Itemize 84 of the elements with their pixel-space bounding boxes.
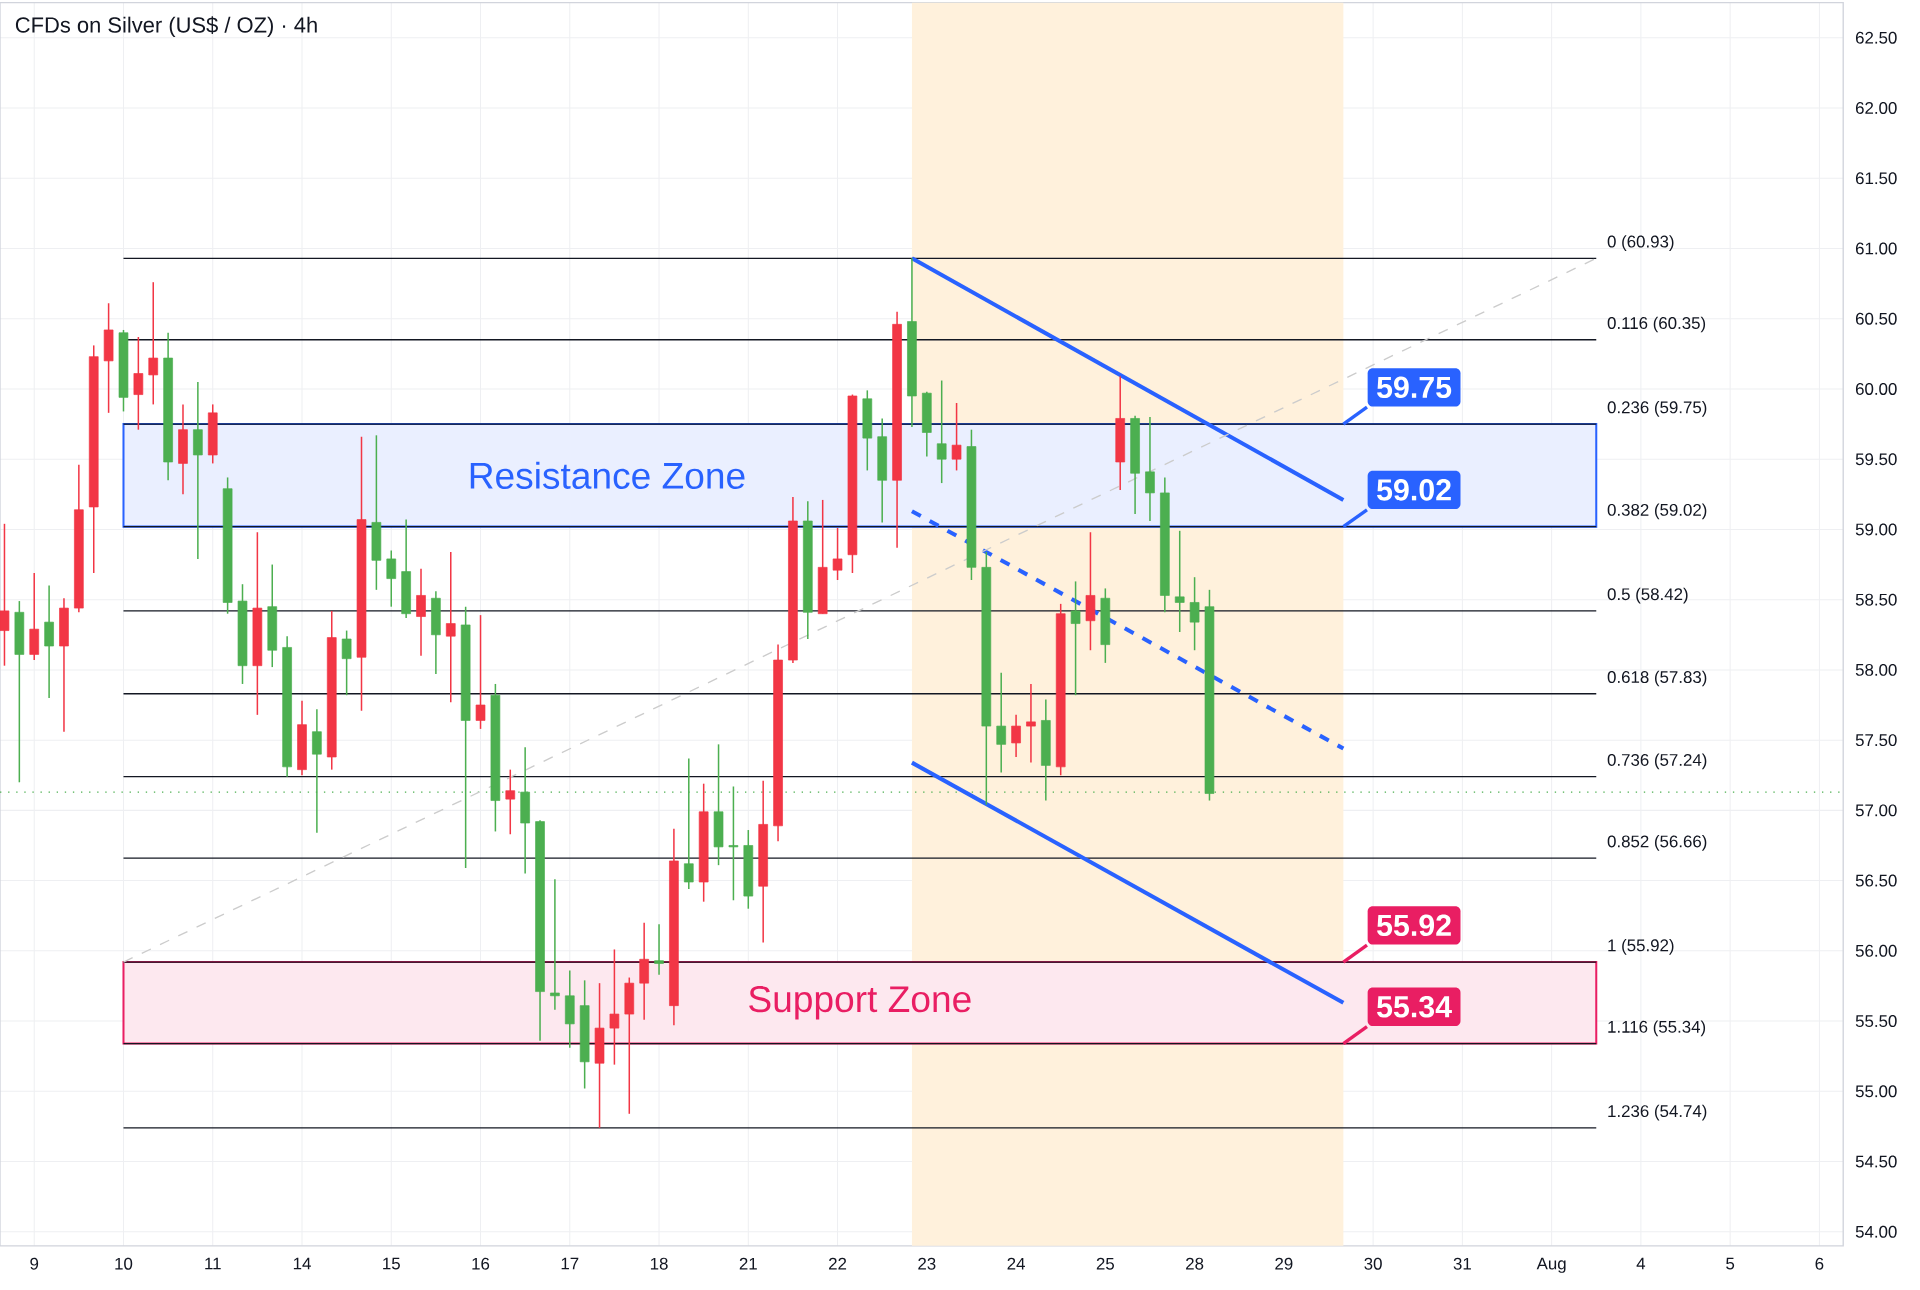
candlestick — [148, 281, 159, 406]
x-tick-label: 21 — [739, 1257, 757, 1270]
candlestick — [1189, 576, 1200, 651]
x-tick-label: 17 — [561, 1257, 579, 1270]
x-tick-label: 11 — [205, 1257, 221, 1270]
candlestick — [416, 567, 426, 657]
annotation: 55.92 — [1377, 914, 1451, 937]
x-tick-label: 30 — [1364, 1257, 1382, 1270]
candlestick — [445, 551, 456, 703]
candlestick — [654, 923, 664, 976]
y-tick-label: 58.00 — [1855, 663, 1897, 676]
x-tick-label: 18 — [650, 1257, 668, 1270]
ref-line-label: 0.116 (60.35) — [1607, 316, 1706, 333]
candlestick — [832, 527, 843, 581]
candlestick — [996, 671, 1007, 774]
y-tick-label: 58.50 — [1855, 593, 1897, 606]
annotation: 59.02 — [1377, 479, 1451, 501]
y-tick-label: 56.50 — [1855, 874, 1897, 887]
x-tick-label: 14 — [293, 1257, 311, 1270]
ref-line-label: 1.116 (55.34) — [1608, 1020, 1706, 1037]
ref-line-label: 0.236 (59.75) — [1607, 400, 1707, 417]
candlestick — [133, 336, 144, 431]
x-tick-label: 24 — [1007, 1257, 1025, 1270]
candlestick — [505, 768, 516, 836]
ref-line-label: 0 (60.93) — [1607, 235, 1674, 251]
y-tick-label: 60.50 — [1855, 312, 1897, 325]
ref-line-label: 0.618 (57.83) — [1607, 670, 1707, 687]
x-tick-label: 6 — [1815, 1257, 1824, 1270]
candlestick — [639, 921, 649, 1021]
x-tick-label: 29 — [1275, 1257, 1293, 1270]
x-tick-label: 25 — [1096, 1257, 1115, 1270]
ref-line-label: 0.736 (57.24) — [1607, 753, 1707, 770]
y-tick-label: 54.50 — [1855, 1155, 1897, 1168]
band-label: Resistance Zone — [470, 461, 745, 489]
candlestick — [386, 549, 397, 608]
candlestick — [44, 584, 54, 699]
x-tick-label: 16 — [472, 1257, 490, 1270]
candlestick — [683, 757, 694, 890]
ref-line-label: 1.236 (54.74) — [1608, 1104, 1707, 1121]
candlestick — [1145, 416, 1155, 522]
y-tick-label: 55.00 — [1855, 1085, 1897, 1098]
y-tick-label: 56.00 — [1855, 944, 1897, 957]
candlestick — [936, 379, 947, 484]
candlestick — [341, 629, 352, 696]
candlestick — [550, 878, 560, 1011]
annotation: 55.34 — [1377, 996, 1452, 1018]
band-label: Support Zone — [749, 986, 971, 1020]
y-tick-label: 54.00 — [1855, 1225, 1897, 1238]
y-tick-label: 62.50 — [1855, 31, 1897, 44]
ref-line-label: 1 (55.92) — [1608, 938, 1674, 955]
y-tick-label: 57.50 — [1855, 734, 1897, 747]
candlestick — [951, 402, 962, 472]
candlestick — [609, 948, 620, 1066]
candlestick — [0, 523, 10, 667]
y-tick-label: 57.00 — [1855, 804, 1897, 817]
candlestick — [312, 708, 322, 834]
y-tick-label: 60.00 — [1855, 382, 1897, 395]
x-tick-label: 5 — [1726, 1257, 1735, 1270]
candlestick — [1011, 714, 1021, 758]
x-tick-label: 22 — [829, 1257, 847, 1270]
x-tick-label: 23 — [918, 1257, 936, 1270]
x-tick-label: 10 — [115, 1257, 133, 1270]
ref-line-label: 0.382 (59.02) — [1607, 503, 1707, 520]
x-tick-label: 4 — [1636, 1257, 1646, 1270]
text: CFDs on Silver (US$ / OZ) · 4h — [15, 16, 317, 38]
x-tick-label: 31 — [1453, 1257, 1471, 1270]
x-tick-label: Aug — [1536, 1257, 1566, 1273]
y-tick-label: 55.50 — [1855, 1015, 1897, 1028]
candlestick — [728, 785, 739, 902]
y-tick-label: 62.00 — [1855, 102, 1897, 114]
ref-line-label: 0.852 (56.66) — [1607, 835, 1707, 851]
candlestick — [1026, 683, 1036, 764]
y-tick-label: 61.00 — [1855, 242, 1897, 255]
y-tick-label: 59.50 — [1855, 453, 1897, 466]
x-tick-label: 28 — [1186, 1257, 1204, 1270]
y-tick-label: 59.00 — [1855, 523, 1897, 536]
annotation: 59.75 — [1377, 376, 1452, 399]
candlestick — [1174, 530, 1185, 633]
x-tick-label: 9 — [30, 1257, 39, 1270]
ref-line-label: 0.5 (58.42) — [1607, 587, 1688, 604]
x-tick-label: 15 — [383, 1257, 400, 1270]
candlestick — [1070, 580, 1081, 696]
candlestick — [475, 614, 486, 730]
y-tick-label: 61.50 — [1855, 172, 1897, 185]
